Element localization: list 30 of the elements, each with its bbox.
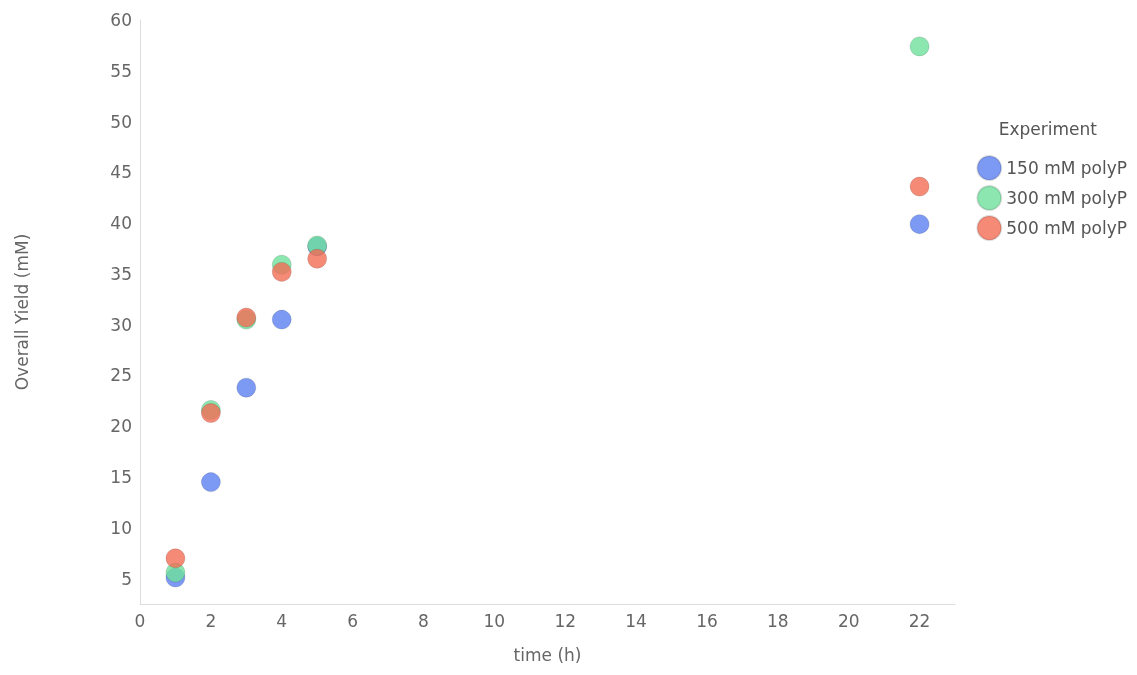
y-tick-label: 60	[110, 10, 132, 30]
x-tick-label: 16	[696, 610, 718, 631]
x-tick-label: 22	[908, 610, 931, 631]
y-axis-title: Overall Yield (mM)	[11, 233, 32, 391]
x-tick-label: 18	[767, 610, 789, 631]
y-tick-label: 20	[110, 416, 132, 437]
legend-label: 150 mM polyP	[1006, 158, 1128, 178]
x-tick-label: 12	[554, 610, 577, 631]
y-tick-label: 35	[110, 263, 132, 284]
x-tick-label: 6	[347, 610, 359, 631]
x-tick-label: 20	[837, 610, 860, 631]
x-tick-label: 10	[483, 610, 506, 631]
x-tick-label: 14	[625, 610, 647, 631]
y-tick-label: 40	[110, 213, 132, 234]
y-tick-label: 5	[121, 568, 132, 589]
x-tick-label: 8	[418, 610, 429, 631]
x-tick-label: 4	[276, 610, 288, 631]
y-tick-label: 30	[110, 314, 132, 335]
y-tick-label: 50	[110, 111, 132, 132]
x-tick-label: 2	[205, 610, 217, 631]
y-tick-label: 15	[110, 467, 132, 488]
x-tick-label: 0	[134, 610, 146, 631]
legend-label: 500 mM polyP	[1006, 218, 1128, 238]
y-tick-label: 45	[110, 162, 132, 183]
y-tick-label: 10	[110, 517, 132, 538]
legend-title: Experiment	[998, 118, 1098, 139]
y-tick-label: 25	[110, 365, 132, 386]
y-tick-label: 55	[110, 60, 132, 81]
legend-label: 300 mM polyP	[1006, 188, 1128, 208]
x-axis-title: time (h)	[513, 644, 582, 665]
